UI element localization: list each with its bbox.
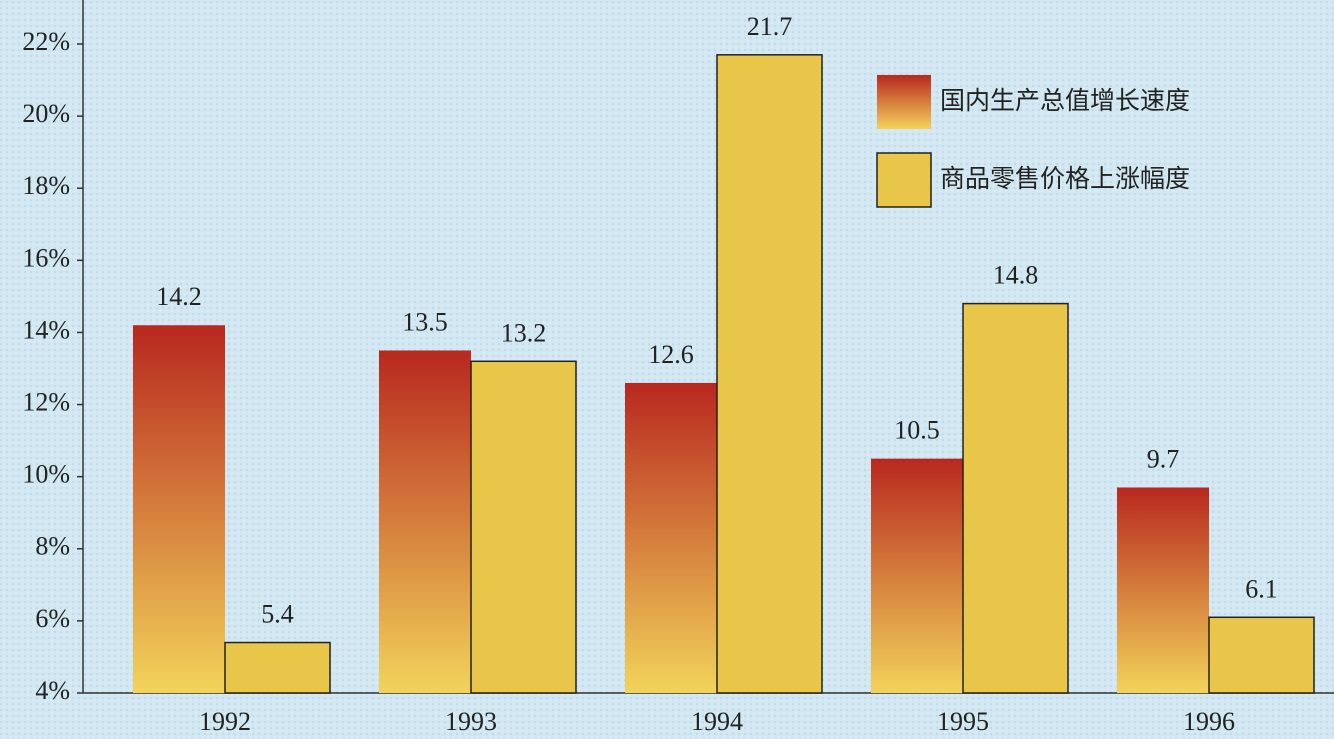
value-label: 5.4: [261, 599, 294, 628]
bar: [133, 325, 225, 693]
y-tick-label: 18%: [22, 171, 70, 200]
value-label: 14.8: [993, 261, 1039, 290]
value-label: 21.7: [747, 12, 793, 41]
x-tick-label: 1993: [445, 707, 497, 736]
bar: [871, 458, 963, 693]
bar: [379, 350, 471, 693]
value-label: 13.5: [402, 307, 448, 336]
value-label: 10.5: [894, 416, 940, 445]
y-tick-label: 12%: [22, 388, 70, 417]
value-label: 14.2: [156, 282, 202, 311]
legend-label: 国内生产总值增长速度: [940, 86, 1190, 115]
y-tick-label: 14%: [22, 315, 70, 344]
bar: [716, 54, 823, 694]
value-label: 6.1: [1245, 574, 1278, 603]
y-tick-label: 4%: [35, 676, 70, 705]
x-tick-label: 1992: [199, 707, 251, 736]
bar: [1117, 487, 1209, 693]
legend-swatch: [877, 75, 931, 129]
legend-label: 商品零售价格上涨幅度: [940, 164, 1190, 193]
bar: [1208, 616, 1315, 694]
x-tick-label: 1996: [1183, 707, 1235, 736]
bar: [962, 302, 1069, 694]
y-tick-label: 20%: [22, 99, 70, 128]
legend-swatch: [876, 152, 932, 208]
x-tick-label: 1994: [691, 707, 743, 736]
y-tick-label: 8%: [35, 532, 70, 561]
y-tick-label: 16%: [22, 243, 70, 272]
y-tick-label: 6%: [35, 604, 70, 633]
bar: [224, 641, 331, 694]
value-label: 9.7: [1147, 444, 1180, 473]
bar: [625, 382, 717, 693]
y-tick-label: 22%: [22, 27, 70, 56]
y-tick-label: 10%: [22, 460, 70, 489]
x-tick-label: 1995: [937, 707, 989, 736]
bar: [470, 360, 577, 694]
value-label: 13.2: [501, 318, 547, 347]
value-label: 12.6: [648, 340, 694, 369]
